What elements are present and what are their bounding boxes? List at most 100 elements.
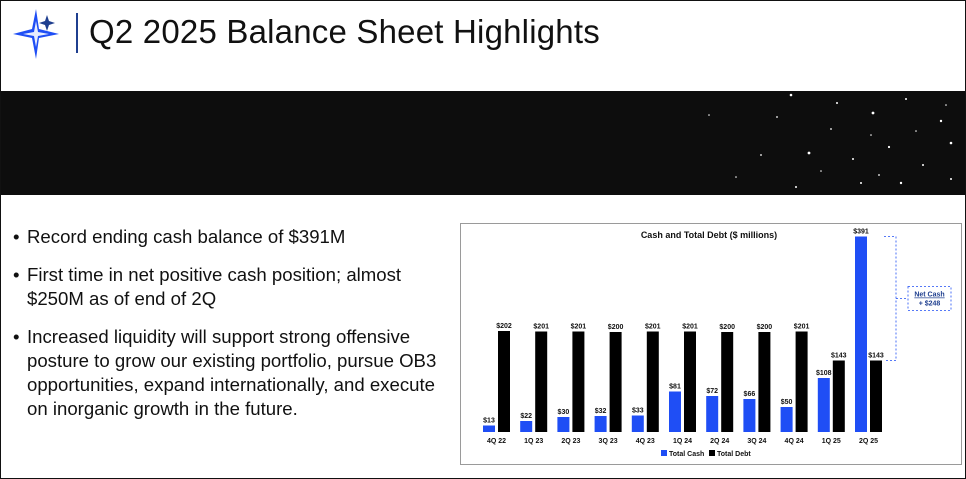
chart-legend: Total Cash Total Debt — [661, 450, 751, 458]
chart-panel: Cash and Total Debt ($ millions) $13 $202 4… — [460, 223, 962, 465]
bullet-text: First time in net positive cash position… — [27, 264, 402, 309]
star-dot — [939, 119, 943, 123]
cash-data-label: $33 — [632, 408, 644, 415]
page-title: Q2 2025 Balance Sheet Highlights — [89, 13, 600, 50]
x-tick-label: 4Q 22 — [487, 438, 506, 445]
bullet-text: Increased liquidity will support strong … — [27, 326, 437, 419]
net-cash-label: Net Cash — [914, 292, 944, 299]
star-dot — [760, 154, 762, 156]
x-tick-label: 1Q 25 — [822, 438, 841, 445]
star-dot — [735, 176, 737, 178]
legend-swatch-total-cash — [661, 450, 667, 456]
legend-label-total-debt: Total Debt — [717, 451, 751, 458]
star-dot — [949, 141, 953, 145]
star-dot — [922, 164, 924, 166]
star-dot — [860, 182, 862, 184]
starfield-band — [1, 91, 965, 195]
x-tick-label: 1Q 24 — [673, 438, 692, 445]
cash-bar — [706, 396, 719, 432]
cash-data-label: $13 — [483, 418, 495, 425]
debt-bar — [758, 332, 771, 432]
cash-bar — [669, 391, 681, 432]
debt-data-label: $201 — [645, 324, 661, 331]
star-dot — [807, 151, 811, 155]
debt-data-label: $200 — [719, 324, 735, 331]
cash-data-label: $22 — [520, 413, 532, 420]
debt-bar — [535, 331, 548, 432]
cash-bar — [557, 417, 570, 432]
cash-data-label: $72 — [706, 388, 718, 395]
x-tick-label: 2Q 23 — [561, 438, 580, 445]
debt-bar — [684, 331, 696, 432]
net-cash-box — [907, 286, 952, 311]
x-tick-label: 4Q 24 — [785, 438, 804, 445]
cash-data-label: $391 — [853, 229, 869, 236]
star-dot — [915, 130, 917, 132]
star-dot — [836, 102, 838, 104]
header: Q2 2025 Balance Sheet Highlights — [1, 1, 965, 91]
star-dot — [870, 134, 872, 136]
net-cash-callout: Net Cash + $248 — [907, 286, 952, 311]
debt-bar — [795, 331, 808, 432]
cash-data-label: $50 — [781, 399, 793, 406]
debt-data-label: $202 — [496, 323, 512, 330]
debt-bar — [572, 331, 585, 432]
star-dot — [830, 128, 832, 130]
bullet-symbol: • — [13, 226, 20, 247]
bullet-symbol: • — [13, 326, 20, 347]
star-dot — [776, 116, 778, 118]
debt-data-label: $201 — [533, 324, 549, 331]
debt-bar — [609, 332, 622, 432]
star-dot — [887, 145, 891, 149]
x-tick-label: 4Q 23 — [636, 438, 655, 445]
debt-data-label: $200 — [608, 324, 624, 331]
net-cash-value: + $248 — [919, 301, 941, 308]
cash-bar — [855, 236, 867, 432]
title-divider — [76, 13, 78, 53]
cash-data-label: $66 — [744, 391, 756, 398]
star-dot — [789, 93, 793, 97]
star-dot — [899, 181, 903, 185]
legend-label-total-cash: Total Cash — [669, 451, 704, 458]
cash-bar — [817, 378, 830, 432]
star-dot — [708, 114, 710, 116]
bullet-list: • Record ending cash balance of $391M • … — [13, 225, 443, 435]
debt-bar — [646, 331, 659, 432]
star-dot — [795, 186, 797, 188]
x-tick-label: 3Q 24 — [747, 438, 766, 445]
debt-data-label: $201 — [571, 324, 587, 331]
debt-bar — [870, 360, 882, 432]
x-tick-label: 2Q 25 — [859, 438, 878, 445]
debt-data-label: $201 — [682, 324, 698, 331]
cash-data-label: $108 — [816, 370, 832, 377]
bullet-symbol: • — [13, 264, 20, 285]
star-logo-icon — [13, 9, 59, 59]
cash-data-label: $32 — [595, 408, 607, 415]
cash-bar — [631, 415, 644, 432]
bullet-text: Record ending cash balance of $391M — [27, 226, 346, 247]
star-dot — [878, 174, 880, 176]
cash-data-label: $30 — [558, 409, 570, 416]
star-dot — [945, 104, 947, 106]
x-tick-label: 1Q 23 — [524, 438, 543, 445]
cash-bar — [743, 399, 756, 432]
debt-bar — [721, 332, 734, 432]
debt-data-label: $201 — [794, 324, 810, 331]
bullet-item: • Record ending cash balance of $391M — [13, 225, 443, 249]
debt-bar — [498, 331, 510, 432]
legend-swatch-total-debt — [709, 450, 715, 456]
x-tick-label: 3Q 23 — [599, 438, 618, 445]
star-dot — [820, 170, 822, 172]
cash-bar — [483, 425, 495, 432]
net-cash-bracket — [884, 236, 897, 361]
cash-debt-chart: Cash and Total Debt ($ millions) $13 $202 4… — [483, 229, 952, 458]
cash-bar — [780, 407, 793, 432]
star-dot — [871, 111, 875, 115]
debt-data-label: $200 — [757, 324, 773, 331]
star-dot — [852, 158, 854, 160]
debt-bar — [832, 360, 845, 432]
x-tick-label: 2Q 24 — [710, 438, 729, 445]
star-dot — [905, 98, 907, 100]
cash-data-label: $81 — [669, 384, 681, 391]
